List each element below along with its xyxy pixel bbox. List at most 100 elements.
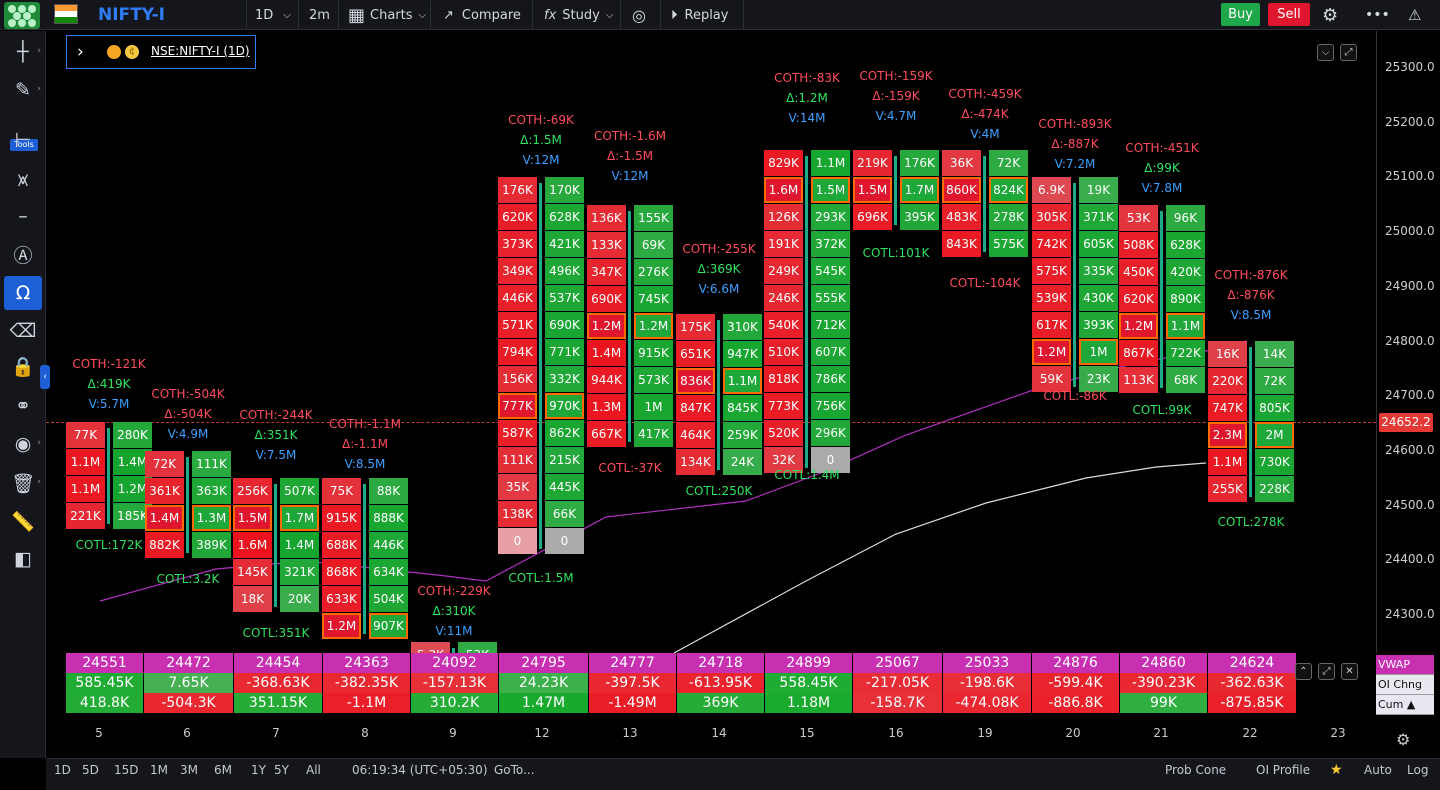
- bid-volume-cell[interactable]: 1.2M: [587, 313, 626, 339]
- ask-volume-cell[interactable]: 628K: [545, 204, 584, 230]
- ask-volume-cell[interactable]: 607K: [811, 339, 850, 365]
- bid-volume-cell[interactable]: 220K: [1208, 368, 1247, 394]
- bid-volume-cell[interactable]: 1.4M: [587, 340, 626, 366]
- bid-volume-cell[interactable]: 32K: [764, 447, 803, 473]
- ask-volume-cell[interactable]: 66K: [545, 501, 584, 527]
- bid-volume-cell[interactable]: 1.3M: [587, 394, 626, 420]
- compare-button[interactable]: ↗ Compare: [443, 0, 521, 30]
- bid-volume-cell[interactable]: 0: [498, 528, 537, 554]
- ask-volume-cell[interactable]: 575K: [989, 231, 1028, 257]
- bid-volume-cell[interactable]: 53K: [1119, 205, 1158, 231]
- ask-volume-cell[interactable]: 970K: [545, 393, 584, 419]
- ask-volume-cell[interactable]: 805K: [1255, 395, 1294, 421]
- bid-volume-cell[interactable]: 742K: [1032, 231, 1071, 257]
- bid-volume-cell[interactable]: 587K: [498, 420, 537, 446]
- bid-volume-cell[interactable]: 1.1M: [66, 449, 105, 475]
- ask-volume-cell[interactable]: 824K: [989, 177, 1028, 203]
- interval-dropdown[interactable]: 1D ⌵: [255, 0, 291, 30]
- eye-icon[interactable]: ◉ ›: [14, 433, 41, 455]
- lock-icon[interactable]: 🔒: [11, 355, 35, 378]
- bid-volume-cell[interactable]: 246K: [764, 285, 803, 311]
- ask-volume-cell[interactable]: 947K: [723, 341, 762, 367]
- bid-volume-cell[interactable]: 221K: [66, 503, 105, 529]
- time-axis[interactable]: 5 6 7 8 9 12 13 14 15 16 19 20 21 22 23: [46, 717, 1376, 757]
- ask-volume-cell[interactable]: 259K: [723, 422, 762, 448]
- screenshot-icon[interactable]: ◧: [14, 548, 32, 570]
- ask-volume-cell[interactable]: 1M: [634, 394, 673, 420]
- ask-volume-cell[interactable]: 555K: [811, 285, 850, 311]
- ask-volume-cell[interactable]: 862K: [545, 420, 584, 446]
- bid-volume-cell[interactable]: 305K: [1032, 204, 1071, 230]
- ask-volume-cell[interactable]: 20K: [280, 586, 319, 612]
- bid-volume-cell[interactable]: 868K: [322, 559, 361, 585]
- bid-volume-cell[interactable]: 944K: [587, 367, 626, 393]
- bid-volume-cell[interactable]: 6.9K: [1032, 177, 1071, 203]
- bid-volume-cell[interactable]: 483K: [942, 204, 981, 230]
- collapse-chevron-icon[interactable]: ⌵: [1317, 44, 1334, 61]
- bid-volume-cell[interactable]: 77K: [66, 422, 105, 448]
- ask-volume-cell[interactable]: 72K: [1255, 368, 1294, 394]
- bid-volume-cell[interactable]: 134K: [676, 449, 715, 475]
- chevron-right-icon[interactable]: ›: [77, 42, 84, 62]
- replay-button[interactable]: ⏵ Replay: [671, 0, 728, 30]
- bid-volume-cell[interactable]: 446K: [498, 285, 537, 311]
- legend-symbol[interactable]: NSE:NIFTY-I (1D): [151, 44, 250, 58]
- ask-volume-cell[interactable]: 907K: [369, 613, 408, 639]
- crosshair-tool-icon[interactable]: ┼ ›: [17, 41, 41, 63]
- bid-volume-cell[interactable]: 133K: [587, 232, 626, 258]
- ask-volume-cell[interactable]: 176K: [900, 150, 939, 176]
- bid-volume-cell[interactable]: 111K: [498, 447, 537, 473]
- range-button-1d[interactable]: 1D: [54, 763, 71, 777]
- oi-profile-button[interactable]: OI Profile: [1256, 763, 1311, 777]
- sell-button[interactable]: Sell: [1268, 3, 1310, 26]
- ask-volume-cell[interactable]: 745K: [634, 286, 673, 312]
- ask-volume-cell[interactable]: 628K: [1166, 232, 1205, 258]
- ask-volume-cell[interactable]: 573K: [634, 367, 673, 393]
- pattern-tool-icon[interactable]: ⩙: [17, 169, 29, 191]
- maximize-pane-icon[interactable]: ⤢: [1318, 663, 1335, 680]
- eraser-tool-icon[interactable]: ⌫: [9, 320, 37, 342]
- range-button-5y[interactable]: 5Y: [274, 763, 289, 777]
- ask-volume-cell[interactable]: 332K: [545, 366, 584, 392]
- ask-volume-cell[interactable]: 170K: [545, 177, 584, 203]
- bid-volume-cell[interactable]: 113K: [1119, 367, 1158, 393]
- row-label-cum[interactable]: Cum ▲: [1376, 695, 1434, 715]
- bid-volume-cell[interactable]: 571K: [498, 312, 537, 338]
- bid-volume-cell[interactable]: 575K: [1032, 258, 1071, 284]
- ask-volume-cell[interactable]: 1.7M: [900, 177, 939, 203]
- collapse-sidebar-handle[interactable]: ‹: [40, 365, 50, 389]
- bid-volume-cell[interactable]: 1.4M: [145, 505, 184, 531]
- bid-volume-cell[interactable]: 1.6M: [233, 532, 272, 558]
- bid-volume-cell[interactable]: 361K: [145, 478, 184, 504]
- ask-volume-cell[interactable]: 756K: [811, 393, 850, 419]
- symbol-legend[interactable]: › ¢ NSE:NIFTY-I (1D): [66, 35, 256, 69]
- footprint-chart-area[interactable]: COTH:-121K Δ:419K V:5.7M 77K 280K 1.1M 1.4M 1.1…: [46, 31, 1376, 653]
- bid-volume-cell[interactable]: 1.1M: [1208, 449, 1247, 475]
- bid-volume-cell[interactable]: 617K: [1032, 312, 1071, 338]
- bid-volume-cell[interactable]: 651K: [676, 341, 715, 367]
- ask-volume-cell[interactable]: 0: [811, 447, 850, 473]
- pencil-tool-icon[interactable]: ✎ ›: [15, 79, 41, 101]
- bid-volume-cell[interactable]: 349K: [498, 258, 537, 284]
- ask-volume-cell[interactable]: 445K: [545, 474, 584, 500]
- bid-volume-cell[interactable]: 633K: [322, 586, 361, 612]
- bid-volume-cell[interactable]: 847K: [676, 395, 715, 421]
- ask-volume-cell[interactable]: 1.4M: [280, 532, 319, 558]
- ask-volume-cell[interactable]: 278K: [989, 204, 1028, 230]
- ask-volume-cell[interactable]: 1.1M: [723, 368, 762, 394]
- bid-volume-cell[interactable]: 175K: [676, 314, 715, 340]
- charts-dropdown[interactable]: ▦ Charts ⌵: [348, 0, 426, 30]
- ask-volume-cell[interactable]: 24K: [723, 449, 762, 475]
- axis-settings-gear-icon[interactable]: ⚙: [1396, 730, 1411, 749]
- ask-volume-cell[interactable]: 111K: [192, 451, 231, 477]
- bid-volume-cell[interactable]: 1.1M: [66, 476, 105, 502]
- bid-volume-cell[interactable]: 126K: [764, 204, 803, 230]
- bid-volume-cell[interactable]: 860K: [942, 177, 981, 203]
- ask-volume-cell[interactable]: 23K: [1079, 366, 1118, 392]
- bid-volume-cell[interactable]: 620K: [498, 204, 537, 230]
- bid-volume-cell[interactable]: 620K: [1119, 286, 1158, 312]
- bid-volume-cell[interactable]: 145K: [233, 559, 272, 585]
- bid-volume-cell[interactable]: 836K: [676, 368, 715, 394]
- ask-volume-cell[interactable]: 1.2M: [634, 313, 673, 339]
- bid-volume-cell[interactable]: 540K: [764, 312, 803, 338]
